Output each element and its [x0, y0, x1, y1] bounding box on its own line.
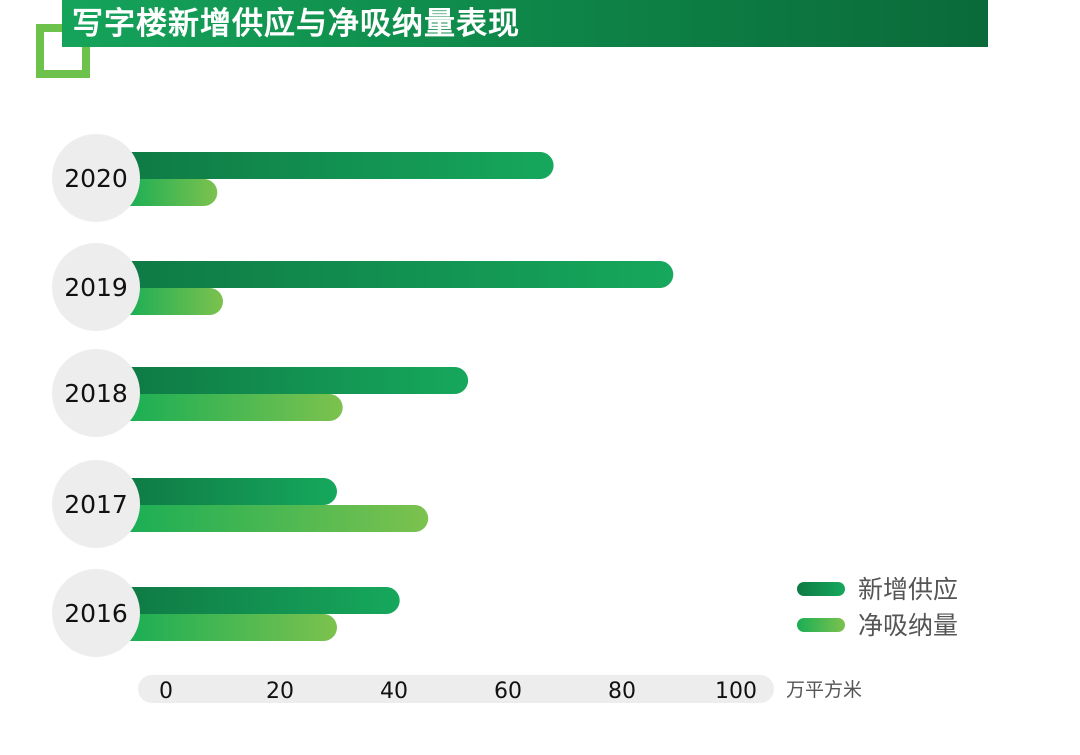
bar-supply-2016: [127, 587, 400, 614]
year-label-2016: 2016: [64, 599, 128, 628]
year-circle-2018: [52, 349, 140, 437]
x-tick-label-20: 20: [266, 679, 294, 704]
legend-label-supply: 新增供应: [858, 575, 958, 604]
x-tick-label-80: 80: [608, 679, 636, 704]
year-circle-2017: [52, 460, 140, 548]
bars-layer: [127, 152, 674, 641]
bar-supply-2020: [127, 152, 554, 179]
bar-absorption-2020: [127, 179, 218, 206]
year-circle-2020: [52, 134, 140, 222]
title-bar: [62, 0, 988, 47]
legend-label-absorption: 净吸纳量: [858, 611, 958, 640]
x-tick-label-0: 0: [159, 679, 173, 704]
bar-absorption-2019: [127, 288, 223, 315]
bar-absorption-2016: [127, 614, 337, 641]
x-tick-label-100: 100: [715, 679, 757, 704]
x-axis-unit-label: 万平方米: [786, 679, 862, 701]
year-label-2020: 2020: [64, 164, 128, 193]
bar-absorption-2017: [127, 505, 429, 532]
legend-swatch-supply: [797, 582, 845, 596]
legend-swatch-absorption: [797, 618, 845, 632]
bar-supply-2017: [127, 478, 337, 505]
year-label-2017: 2017: [64, 490, 128, 519]
x-axis-track: [138, 675, 774, 703]
x-tick-label-40: 40: [380, 679, 408, 704]
year-label-2018: 2018: [64, 379, 128, 408]
bar-supply-2019: [127, 261, 674, 288]
bar-supply-2018: [127, 367, 469, 394]
bar-absorption-2018: [127, 394, 343, 421]
year-labels-layer: 2020 2019 2018 2017 2016: [52, 134, 140, 657]
year-circle-2019: [52, 243, 140, 331]
chart-title: 写字楼新增供应与净吸纳量表现: [72, 6, 520, 42]
year-circle-2016: [52, 569, 140, 657]
year-label-2019: 2019: [64, 273, 128, 302]
x-tick-label-60: 60: [494, 679, 522, 704]
x-axis: 0 20 40 60 80 100 万平方米: [138, 675, 862, 704]
